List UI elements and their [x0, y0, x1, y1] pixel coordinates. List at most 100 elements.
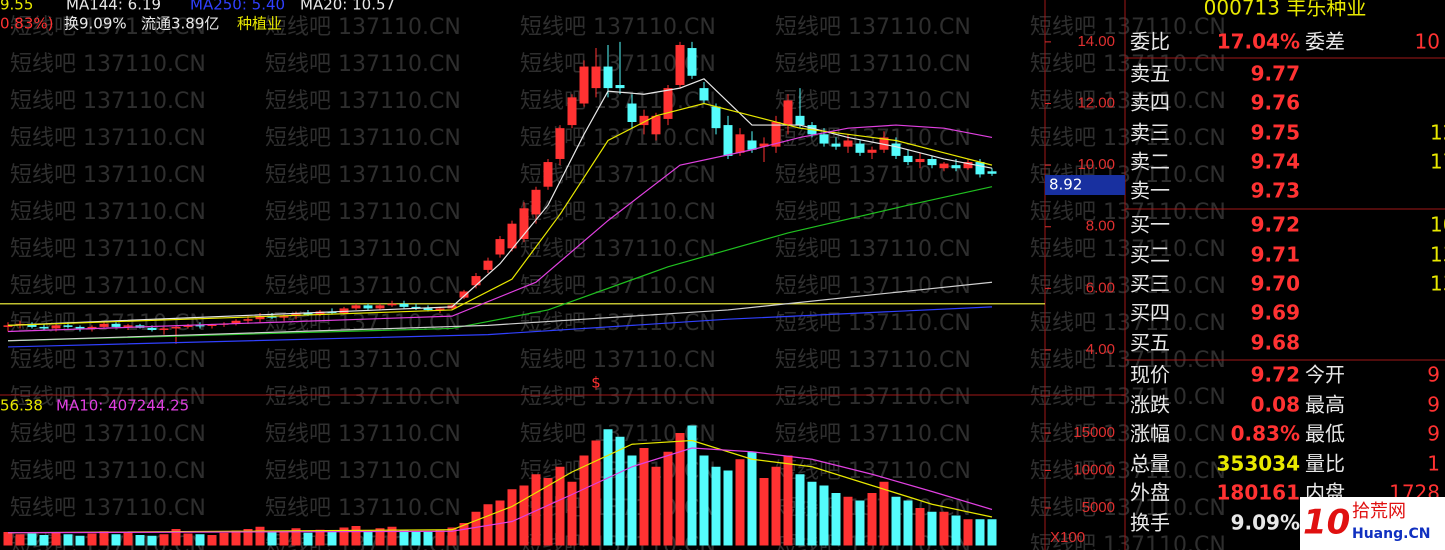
volume-bar [915, 508, 925, 546]
volume-bar [699, 455, 709, 546]
watermark: 短线吧 137110.CN [10, 52, 206, 77]
y-tick-label: 14.00 [1077, 33, 1115, 50]
candle-body [843, 140, 853, 147]
watermark: 短线吧 137110.CN [1030, 385, 1226, 410]
candle-body [471, 276, 481, 286]
row-label: 卖一 [1130, 179, 1170, 203]
row-value: 10 [1415, 30, 1440, 54]
volume-bar [327, 532, 337, 546]
watermark: 短线吧 137110.CN [10, 348, 206, 373]
candle-body [387, 303, 397, 306]
candle-body [543, 162, 553, 187]
candle-body [363, 305, 373, 309]
row-label: 买一 [1130, 213, 1170, 237]
row-value: 1 [1427, 452, 1440, 476]
volume-bar [783, 455, 793, 546]
candle-body [651, 115, 661, 135]
candle-body [123, 325, 133, 327]
candle-body [435, 308, 445, 310]
row-value: 0.08 [1251, 393, 1300, 417]
watermark: 短线吧 137110.CN [775, 459, 971, 484]
candle-body [279, 316, 289, 318]
row-label: 总量 [1130, 452, 1170, 476]
volume-bar [51, 532, 61, 546]
volume-bar [723, 470, 733, 546]
volume-bar [567, 481, 577, 546]
ma-value: MA250: 5.40 [190, 0, 285, 14]
watermark: 短线吧 137110.CN [520, 311, 716, 336]
candle-body [171, 326, 181, 329]
price-cursor-box [1045, 175, 1125, 195]
volume-bar [639, 448, 649, 546]
row-volume: 10 [1430, 213, 1445, 237]
candle-body [915, 158, 925, 163]
watermark: 短线吧 137110.CN [10, 89, 206, 114]
y-tick-label: 15000 [1073, 424, 1115, 441]
candle-body [699, 88, 709, 101]
change-percent: 0.83%) [0, 15, 54, 33]
volume-bar [39, 535, 49, 546]
row-value: 9.68 [1251, 331, 1300, 355]
candle-body [255, 316, 265, 320]
candle-body [207, 324, 217, 326]
candle-body [939, 163, 949, 169]
volume-bar [399, 529, 409, 546]
ma-line [7, 439, 993, 534]
candle-body [315, 311, 325, 315]
row-label: 卖四 [1130, 91, 1170, 115]
ma-line [7, 78, 993, 326]
candle-body [87, 326, 97, 329]
candle-body [27, 323, 37, 327]
y-tick-label: 4.00 [1086, 341, 1115, 358]
watermark: 短线吧 137110.CN [10, 15, 206, 40]
row-volume: 12 [1430, 121, 1445, 145]
watermark: 短线吧 137110.CN [775, 52, 971, 77]
candle-body [3, 325, 13, 327]
watermark: 短线吧 137110.CN [265, 52, 461, 77]
volume-bar [615, 436, 625, 546]
row-value: 9.73 [1251, 179, 1300, 203]
watermark: 短线吧 137110.CN [775, 126, 971, 151]
volume-ma: 56.38 [0, 397, 43, 415]
candle-body [579, 66, 589, 104]
price-cursor-label: 8.92 [1049, 176, 1082, 194]
watermark: 短线吧 137110.CN [265, 496, 461, 521]
volume-bar [963, 519, 973, 546]
candle-body [711, 106, 721, 129]
volume-bar [411, 531, 421, 546]
row-label: 量比 [1305, 452, 1345, 476]
volume-bar [855, 500, 865, 546]
watermark: 短线吧 137110.CN [775, 311, 971, 336]
row-value: 9.75 [1251, 121, 1300, 145]
candle-body [63, 325, 73, 327]
watermark: 短线吧 137110.CN [520, 126, 716, 151]
ma-value: MA20: 10.57 [300, 0, 395, 14]
watermark: 短线吧 137110.CN [520, 274, 716, 299]
candle-body [183, 325, 193, 327]
watermark: 短线吧 137110.CN [10, 385, 206, 410]
candle-body [795, 115, 805, 126]
row-value: 0.83% [1231, 422, 1300, 446]
volume-bar [315, 529, 325, 546]
volume-bar [867, 493, 877, 546]
watermark: 短线吧 137110.CN [10, 496, 206, 521]
volume-bar [147, 535, 157, 546]
volume-bar [987, 519, 997, 546]
watermark: 短线吧 137110.CN [1030, 459, 1226, 484]
volume-bar [903, 500, 913, 546]
volume-bar [843, 496, 853, 546]
volume-bar [807, 481, 817, 546]
watermark: 短线吧 137110.CN [10, 237, 206, 262]
watermark: 短线吧 137110.CN [520, 348, 716, 373]
signal-marker: $ [591, 374, 601, 392]
logo-site: Huang.CN [1352, 526, 1430, 542]
candle-body [195, 325, 205, 327]
watermark: 短线吧 137110.CN [775, 237, 971, 262]
candle-body [39, 326, 49, 329]
candle-body [903, 155, 913, 163]
watermark: 短线吧 137110.CN [265, 163, 461, 188]
volume-bar [123, 532, 133, 546]
volume-bar [447, 527, 457, 546]
volume-bar [219, 532, 229, 546]
candle-body [243, 319, 253, 321]
